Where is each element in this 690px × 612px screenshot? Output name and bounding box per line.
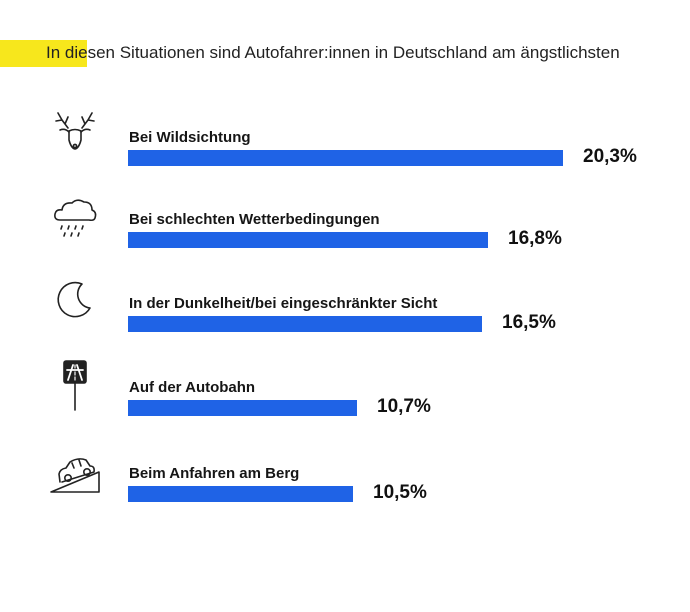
value-label: 10,5%	[373, 482, 427, 503]
category-label: Bei Wildsichtung	[129, 129, 251, 146]
bar-row: Beim Anfahren am Berg 10,5%	[0, 444, 690, 514]
bar	[128, 400, 357, 416]
bar-row: Auf der Autobahn 10,7%	[0, 358, 690, 428]
deer-icon	[48, 108, 102, 162]
category-label: Auf der Autobahn	[129, 379, 256, 396]
bar	[128, 486, 353, 502]
bar-row: Bei schlechten Wetterbedingungen 16,8%	[0, 190, 690, 260]
bar	[128, 316, 482, 332]
value-label: 16,8%	[508, 228, 562, 249]
moon-icon	[48, 274, 102, 328]
category-label: Beim Anfahren am Berg	[129, 465, 300, 482]
category-label: In der Dunkelheit/bei eingeschränkter Si…	[129, 295, 438, 312]
bar-row: In der Dunkelheit/bei eingeschränkter Si…	[0, 274, 690, 344]
rain-cloud-icon	[48, 190, 102, 244]
category-label: Bei schlechten Wetterbedingungen	[129, 211, 380, 228]
value-label: 10,7%	[377, 396, 431, 417]
value-label: 16,5%	[502, 312, 556, 333]
car-on-hill-icon	[48, 444, 102, 498]
value-label: 20,3%	[583, 146, 637, 167]
title-highlight	[0, 40, 87, 67]
bar-row: Bei Wildsichtung 20,3%	[0, 108, 690, 178]
bar	[128, 150, 563, 166]
chart-title: In diesen Situationen sind Autofahrer:in…	[46, 43, 620, 62]
autobahn-sign-icon	[48, 358, 102, 412]
bar	[128, 232, 488, 248]
